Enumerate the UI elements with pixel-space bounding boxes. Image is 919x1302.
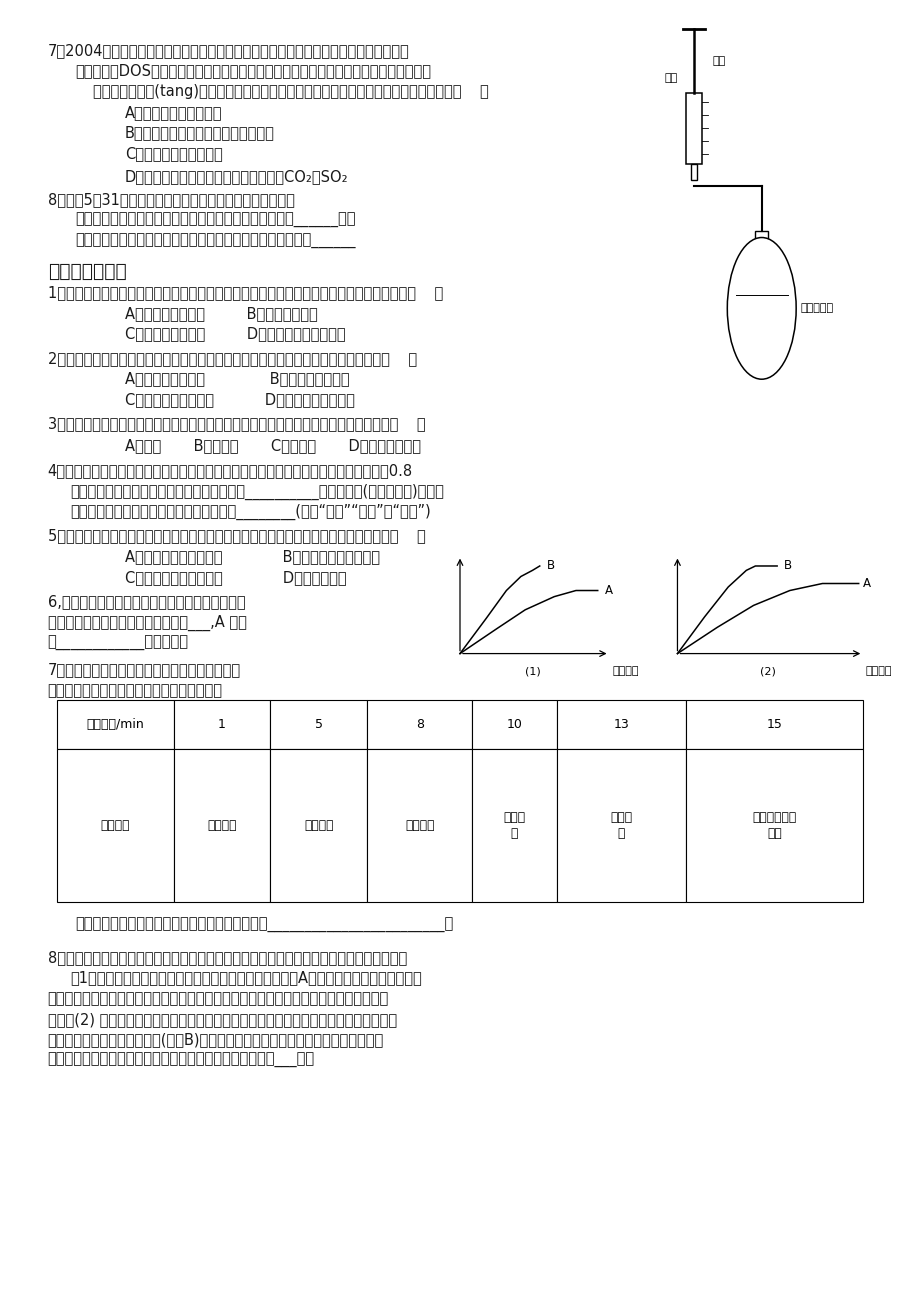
Text: B: B [783, 560, 790, 573]
Bar [367, 700, 471, 749]
Text: 针筒: 针筒 [664, 73, 677, 83]
Text: 克，物块悬浮在溶液中，则铁钉的表面覆盖了__________克铜，物块(不参加反应)由漂浮: 克，物块悬浮在溶液中，则铁钉的表面覆盖了__________克铜，物块(不参加反… [70, 483, 444, 500]
Text: 的____________反应情况。: 的____________反应情况。 [48, 635, 188, 651]
Text: 8、钓是一种非常活泼的金属，它可以和冷水直接反应生成氢气，但它与煮油不会发生反应。: 8、钓是一种非常活泼的金属，它可以和冷水直接反应生成氢气，但它与煮油不会发生反应… [48, 950, 406, 965]
Bar [270, 700, 367, 749]
Text: 八、铁及其合金: 八、铁及其合金 [48, 262, 126, 281]
Text: 13: 13 [613, 717, 629, 730]
Text: 较多气泡: 较多气泡 [304, 819, 334, 832]
Text: 反应停止铝条
剩余: 反应停止铝条 剩余 [752, 811, 796, 840]
Text: 入盛有稀盐酸的试管中，实验现象记录如下：: 入盛有稀盐酸的试管中，实验现象记录如下： [48, 684, 222, 698]
Bar [754, 230, 767, 259]
Text: D、硫化缰在氧气中完全燃烧后生成物是CO₂和SO₂: D、硫化缰在氧气中完全燃烧后生成物是CO₂和SO₂ [125, 169, 348, 185]
Text: B、相同条件下硫化缰的密度比空气大: B、相同条件下硫化缰的密度比空气大 [125, 125, 274, 141]
Bar [685, 94, 701, 164]
Ellipse shape [727, 237, 795, 379]
Text: 大量气泡: 大量气泡 [404, 819, 434, 832]
Text: 钓悬浮于煮油和水的界面上，(如图B)，同样与水发生剧烈的反应，但是不发生燃烧。: 钓悬浮于煮油和水的界面上，(如图B)，同样与水发生剧烈的反应，但是不发生燃烧。 [48, 1032, 383, 1047]
Bar [690, 164, 697, 180]
Text: 下列有关硫化缰(tang)说法正确的是－－－－－－－－－－－－－－－－－－－－－－－（    ）: 下列有关硫化缰(tang)说法正确的是－－－－－－－－－－－－－－－－－－－－－… [93, 85, 488, 99]
Text: 实验现象: 实验现象 [100, 819, 130, 832]
Text: 能够正确反映情况的图是下列图中的___,A 表示: 能够正确反映情况的图是下列图中的___,A 表示 [48, 615, 246, 631]
Bar [57, 700, 174, 749]
Text: 澄清石灰水: 澄清石灰水 [800, 303, 833, 314]
Text: 1、有关铁的性质中，属于化学性质的是－－－－－－－－－－－－－－－－－－－－－－－（    ）: 1、有关铁的性质中，属于化学性质的是－－－－－－－－－－－－－－－－－－－－－－… [48, 285, 442, 301]
Text: 7、某学习小组为探究金属的性质，将一根铝条放: 7、某学习小组为探究金属的性质，将一根铝条放 [48, 663, 241, 677]
Text: 5、将铁置于下列四种环境中，最容易生锈的是－－－－－－－－－－－－－－－－－－（    ）: 5、将铁置于下列四种环境中，最容易生锈的是－－－－－－－－－－－－－－－－－－（… [48, 529, 425, 544]
Text: 10: 10 [506, 717, 522, 730]
Text: A、放置于干燥的空气中             B、放置于潮湿的空气中: A、放置于干燥的空气中 B、放置于潮湿的空气中 [125, 549, 380, 564]
Text: C、铁屑能被磁铁吸引           D、铁能与稀盐酸反应: C、铁屑能被磁铁吸引 D、铁能与稀盐酸反应 [125, 392, 354, 408]
Text: A、氯气       B、稀盐酸       C、硫酸铜       D、氢氧化钓溶液: A、氯气 B、稀盐酸 C、硫酸铜 D、氢氧化钓溶液 [125, 439, 420, 453]
Text: 7、2004年，美国科农学家通过》勇气「号太空车探测出火星大气中含有一种称为硫化缰: 7、2004年，美国科农学家通过》勇气「号太空车探测出火星大气中含有一种称为硫化… [48, 43, 409, 59]
Text: 2、欲用简便的方法将铝粉中混杂的铁屑分离出来，可利用－－－－－－－－－－－－（    ）: 2、欲用简便的方法将铝粉中混杂的铁屑分离出来，可利用－－－－－－－－－－－－（ … [48, 350, 416, 366]
Bar [556, 700, 685, 749]
Text: 3、下列物质中，与铁不能发生反应的是－－－－－－－－－－－－－－－－－－－－－（    ）: 3、下列物质中，与铁不能发生反应的是－－－－－－－－－－－－－－－－－－－－－（… [48, 417, 425, 431]
Text: 在第一个实验所得的溶液中滴加酚酸试剂，可以看到溶液呈___色。: 在第一个实验所得的溶液中滴加酚酸试剂，可以看到溶液呈___色。 [48, 1053, 314, 1068]
Text: A: A [862, 577, 870, 590]
Text: 1: 1 [218, 717, 226, 730]
Text: 4、一物块漂浮在硫酸铜溶液中，现将一枚铁钉浸入该溶液，静置片刻，铁钉质量增加了0.8: 4、一物块漂浮在硫酸铜溶液中，现将一枚铁钉浸入该溶液，静置片刻，铁钉质量增加了0… [48, 464, 413, 478]
Text: 变为悬浮的过程中，物块排开液体的质量将________(选填“增加”“不变”或“减少”): 变为悬浮的过程中，物块排开液体的质量将________(选填“增加”“不变”或“… [70, 504, 431, 521]
Text: 燃烧。(2) 如果在上述盛蕲馏水的烧杯中先注入一些煮油，再投入金属钓，可以看到金属: 燃烧。(2) 如果在上述盛蕲馏水的烧杯中先注入一些煮油，再投入金属钓，可以看到金… [48, 1012, 396, 1027]
Text: A、有导电导热性质         B、有良好延展性: A、有导电导热性质 B、有良好延展性 [125, 306, 317, 320]
Bar [174, 700, 270, 749]
Text: 5: 5 [314, 717, 323, 730]
Text: 反应时间: 反应时间 [865, 667, 891, 676]
Text: 试解释上述实验过程中，产生一系列现象的原因：________________________。: 试解释上述实验过程中，产生一系列现象的原因：__________________… [74, 918, 453, 932]
Text: A、硫化缰可用作灭火剂: A、硫化缰可用作灭火剂 [125, 105, 222, 120]
Bar [471, 700, 556, 749]
Bar [270, 749, 367, 902]
Text: 生成。为了使香烟燃烧产生的气体通过澄清石灰水，活塞应向______: 生成。为了使香烟燃烧产生的气体通过澄清石灰水，活塞应向______ [74, 233, 355, 249]
Text: A: A [605, 585, 612, 598]
Text: (1): (1) [524, 667, 539, 676]
Text: C、具有銀白色光泽         D、在潮湿空气中易生锈: C、具有銀白色光泽 D、在潮湿空气中易生锈 [125, 327, 345, 341]
Text: 6,用相同质量的铁和镇分别和足量的稀硫酸反应，: 6,用相同质量的铁和镇分别和足量的稀硫酸反应， [48, 594, 245, 609]
Text: 反应时间/min: 反应时间/min [86, 717, 144, 730]
Text: 8: 8 [415, 717, 424, 730]
Bar [57, 749, 174, 902]
Text: C、硫化缰是酸性氧化物: C、硫化缰是酸性氧化物 [125, 146, 222, 161]
Text: C、浸没于煮沸过的水中             D、浸没于油中: C、浸没于煮沸过的水中 D、浸没于油中 [125, 570, 346, 585]
Text: （1）把一块銀白色的钓投入盛有蕲馏水的烧杯中，（如图A），可看到钓块浮在水面上，: （1）把一块銀白色的钓投入盛有蕲馏水的烧杯中，（如图A），可看到钓块浮在水面上， [70, 970, 422, 986]
Text: 15: 15 [766, 717, 781, 730]
Bar [471, 749, 556, 902]
Text: （化学式为DOS）的物质，已知硫化缰与二氧化碳的结构相似，但能在氧气中完全燃烧，: （化学式为DOS）的物质，已知硫化缰与二氧化碳的结构相似，但能在氧气中完全燃烧， [74, 64, 430, 78]
Text: A、它们的颜色不同              B、它们的密度不同: A、它们的颜色不同 B、它们的密度不同 [125, 371, 349, 387]
Text: (2): (2) [759, 667, 775, 676]
Text: 活塞: 活塞 [712, 56, 725, 66]
Bar [685, 749, 862, 902]
Text: 少量气泡: 少量气泡 [207, 819, 236, 832]
Text: 反应时间: 反应时间 [611, 667, 638, 676]
Bar [367, 749, 471, 902]
Text: 反应剧
烈: 反应剧 烈 [503, 811, 525, 840]
Bar [556, 749, 685, 902]
Text: 所示的实验装置中的澄清石灰水可以检验香烟燃烧是否有______气体: 所示的实验装置中的澄清石灰水可以检验香烟燃烧是否有______气体 [74, 214, 355, 228]
Text: B: B [547, 560, 554, 573]
Text: 少量气
泡: 少量气 泡 [609, 811, 631, 840]
Bar [174, 749, 270, 902]
Bar [685, 700, 862, 749]
Text: 8、今年5月31日世界无烟日宣传活动中，某学生设计了右图: 8、今年5月31日世界无烟日宣传活动中，某学生设计了右图 [48, 193, 294, 207]
Text: 与水发生剧烈反应，反应后放出的热量使钓熳化成小球，甚至会使钓和生成的氢气都发生: 与水发生剧烈反应，反应后放出的热量使钓熳化成小球，甚至会使钓和生成的氢气都发生 [48, 991, 389, 1006]
